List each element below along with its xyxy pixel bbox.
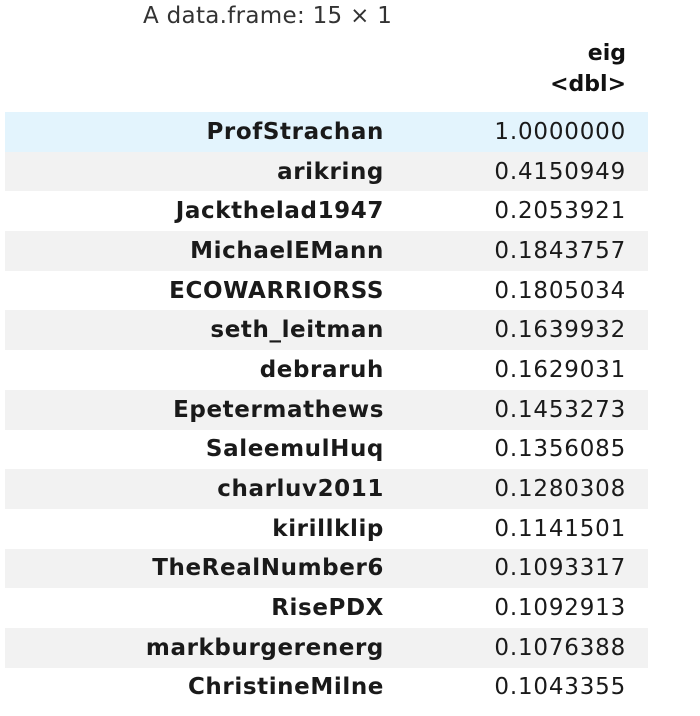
- eig-value-cell: 0.1356085: [494, 436, 626, 463]
- table-row: Epetermathews 0.1453273: [5, 389, 648, 430]
- eig-value-cell: 0.1453273: [494, 396, 626, 423]
- column-header-eig: eig: [587, 40, 626, 66]
- row-name-type: [5, 72, 385, 112]
- row-name-cell: ECOWARRIORSS: [169, 277, 384, 304]
- row-name-cell: kirillklip: [272, 515, 384, 542]
- table-caption: A data.frame: 15 × 1: [143, 3, 393, 29]
- eig-value-cell: 0.1076388: [494, 634, 626, 661]
- table-header: eig <dbl>: [5, 34, 648, 112]
- eig-value-cell: 0.1843757: [494, 237, 626, 264]
- eig-value-cell: 0.1141501: [494, 515, 626, 542]
- eig-value-cell: 0.1092913: [494, 595, 626, 622]
- row-name-cell: charluv2011: [217, 476, 384, 503]
- eig-value-cell: 0.1805034: [494, 277, 626, 304]
- row-name-cell: MichaelEMann: [190, 237, 384, 264]
- table-body: ProfStrachan 1.0000000 arikring 0.4150949 Ja…: [5, 112, 648, 708]
- column-type-eig: <dbl>: [550, 72, 626, 97]
- eig-value-cell: 1.0000000: [494, 118, 626, 145]
- column-types-row: <dbl>: [5, 72, 648, 112]
- data-table: eig <dbl> ProfStrachan 1.0000000 arikring 0…: [5, 34, 648, 708]
- eig-value-cell: 0.1280308: [494, 476, 626, 503]
- table-row: Jackthelad1947 0.2053921: [5, 191, 648, 232]
- eig-value-cell: 0.1093317: [494, 555, 626, 582]
- eig-value-cell: 0.1639932: [494, 317, 626, 344]
- table-row: charluv2011 0.1280308: [5, 469, 648, 509]
- table-row: RisePDX 0.1092913: [5, 588, 648, 628]
- eig-value-cell: 0.4150949: [494, 158, 626, 185]
- row-name-cell: debraruh: [259, 356, 384, 383]
- row-name-cell: seth_leitman: [210, 317, 384, 344]
- eig-value-cell: 0.1629031: [494, 356, 626, 383]
- table-row: debraruh 0.1629031: [5, 350, 648, 390]
- row-name-cell: arikring: [277, 158, 384, 185]
- eig-value-cell: 0.2053921: [494, 198, 626, 225]
- row-name-cell: ChristineMilne: [187, 674, 384, 701]
- row-name-header: [5, 34, 385, 72]
- table-row: SaleemulHuq 0.1356085: [5, 429, 648, 470]
- eig-value-cell: 0.1043355: [494, 674, 626, 701]
- row-name-cell: SaleemulHuq: [205, 436, 384, 463]
- table-row: ProfStrachan 1.0000000: [5, 112, 648, 152]
- dataframe-output: A data.frame: 15 × 1 eig <dbl> ProfStrac…: [5, 0, 648, 708]
- table-row: arikring 0.4150949: [5, 151, 648, 192]
- table-row: ChristineMilne 0.1043355: [5, 667, 648, 708]
- row-name-cell: markburgerenerg: [145, 634, 384, 661]
- row-name-cell: Jackthelad1947: [175, 198, 384, 225]
- column-names-row: eig: [5, 34, 648, 72]
- table-row: markburgerenerg 0.1076388: [5, 627, 648, 668]
- row-name-cell: Epetermathews: [173, 396, 384, 423]
- row-name-cell: ProfStrachan: [206, 118, 384, 145]
- table-row: seth_leitman 0.1639932: [5, 310, 648, 351]
- table-row: MichaelEMann 0.1843757: [5, 231, 648, 271]
- table-row: kirillklip 0.1141501: [5, 508, 648, 549]
- row-name-cell: TheRealNumber6: [152, 555, 384, 582]
- row-name-cell: RisePDX: [271, 595, 384, 622]
- table-row: ECOWARRIORSS 0.1805034: [5, 270, 648, 311]
- table-row: TheRealNumber6 0.1093317: [5, 548, 648, 589]
